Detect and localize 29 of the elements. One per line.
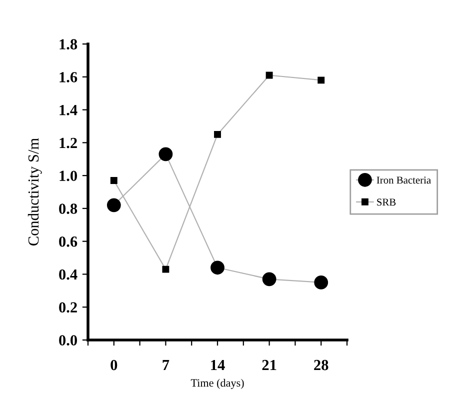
y-tick-label: 0.4 (59, 269, 78, 280)
y-tick-label: 1.4 (60, 104, 78, 116)
point (262, 272, 276, 286)
point (318, 76, 325, 84)
y-tick-label: 0.2 (59, 302, 77, 313)
y-tick-label: 1.2 (60, 138, 77, 148)
legend-label: SRB (377, 198, 396, 206)
x-tick-label: 21 (262, 360, 276, 370)
point (266, 72, 273, 79)
x-tick-label: 28 (314, 360, 328, 370)
x-tick-label: 7 (162, 360, 170, 370)
y-tick-label: 0.8 (59, 204, 78, 214)
x-tick-label: 0 (110, 360, 118, 370)
x-tick-label: 14 (211, 360, 225, 370)
y-tick-label: 1.0 (60, 170, 77, 182)
point (314, 276, 328, 290)
y-tick-label: 1.8 (60, 39, 78, 50)
y-tick-label: 0.0 (59, 335, 77, 346)
x-axis-title: Time (days) (190, 378, 244, 389)
point (106, 198, 121, 212)
point (214, 130, 221, 138)
y-tick-label: 0.6 (59, 236, 78, 247)
legend-label: Iron Bacteria (376, 176, 431, 184)
point (210, 260, 224, 275)
point (110, 177, 118, 184)
point (162, 266, 170, 273)
y-axis-title: Conductivity S/m (28, 138, 42, 246)
y-tick-label: 1.6 (60, 72, 78, 82)
point (158, 147, 173, 162)
